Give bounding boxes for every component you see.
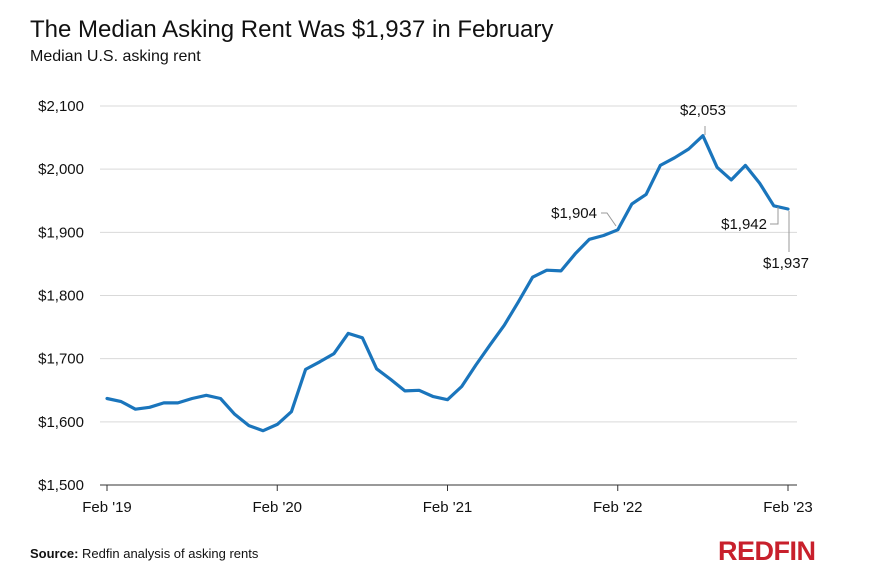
redfin-logo: REDFIN — [718, 536, 816, 566]
source-text: Redfin analysis of asking rents — [82, 546, 259, 561]
y-tick-label: $1,600 — [38, 414, 84, 431]
y-tick-label: $2,000 — [38, 161, 84, 178]
chart-title: The Median Asking Rent Was $1,937 in Feb… — [30, 16, 554, 43]
y-tick-label: $1,500 — [38, 477, 84, 494]
data-label: $1,904 — [551, 205, 597, 222]
x-tick-label: Feb '21 — [423, 499, 473, 516]
x-axis-ticks: Feb '19 Feb '20 Feb '21 Feb '22 Feb '23 — [82, 485, 813, 516]
x-tick-label: Feb '23 — [763, 499, 813, 516]
y-tick-label: $1,900 — [38, 224, 84, 241]
source-note: Source: Redfin analysis of asking rents — [30, 546, 258, 561]
chart-subtitle: Median U.S. asking rent — [30, 48, 201, 65]
y-tick-label: $1,700 — [38, 351, 84, 368]
data-label: $2,053 — [680, 102, 726, 119]
data-label: $1,942 — [721, 216, 767, 233]
annotation-leader-line — [601, 212, 617, 227]
annotations: $2,053 $1,904 $1,942 $1,937 — [551, 102, 809, 272]
x-tick-label: Feb '20 — [252, 499, 302, 516]
grid-lines — [100, 105, 797, 486]
x-tick-label: Feb '22 — [593, 499, 643, 516]
y-tick-label: $2,100 — [38, 98, 84, 115]
y-axis-ticks: $1,500 $1,600 $1,700 $1,800 $1,900 $2,000 $2,1… — [38, 98, 84, 494]
y-tick-label: $1,800 — [38, 288, 84, 305]
series-line-median-asking-rent — [105, 134, 790, 433]
x-tick-label: Feb '19 — [82, 499, 132, 516]
source-label: Source: — [30, 546, 79, 561]
annotation-leader-line — [770, 207, 779, 225]
data-label: $1,937 — [763, 255, 809, 272]
